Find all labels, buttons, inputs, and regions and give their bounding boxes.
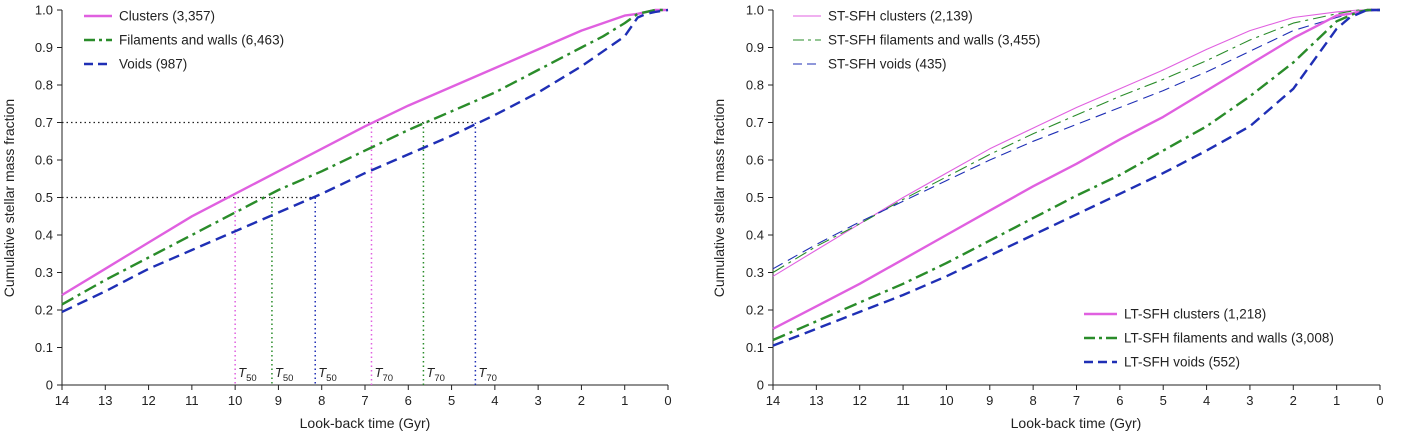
panel-left-chart: Cumulative stellar mass fraction Look-ba… — [1, 3, 672, 432]
y-tick-label: 0 — [46, 378, 53, 393]
x-tick-label: 14 — [766, 393, 780, 408]
y-tick-label: 0.8 — [746, 78, 764, 93]
y-tick-label: 0.1 — [35, 340, 53, 355]
legend-entry: Voids (987) — [119, 57, 187, 72]
y-tick-label: 1.0 — [746, 3, 764, 18]
y-tick-label: 1.0 — [35, 3, 53, 18]
x-tick-label: 11 — [896, 393, 910, 408]
y-tick-label: 0.2 — [35, 303, 53, 318]
x-tick-label: 9 — [275, 393, 282, 408]
legend-entry: Filaments and walls (6,463) — [119, 33, 284, 48]
x-tick-label: 5 — [448, 393, 455, 408]
reference-line-label: T70 — [374, 365, 393, 384]
y-tick-label: 0.3 — [746, 265, 764, 280]
y-tick-label: 0.5 — [746, 190, 764, 205]
x-tick-label: 3 — [1246, 393, 1253, 408]
x-tick-label: 13 — [98, 393, 112, 408]
x-tick-label: 1 — [621, 393, 628, 408]
x-tick-label: 10 — [939, 393, 953, 408]
legend-entry: LT-SFH voids (552) — [1124, 355, 1240, 370]
series-line-5 — [772, 8, 1380, 347]
series-line-2 — [772, 9, 1381, 270]
x-tick-label: 7 — [361, 393, 368, 408]
series-line-0 — [772, 9, 1380, 277]
x-tick-label: 8 — [318, 393, 325, 408]
y-tick-label: 0.4 — [746, 228, 764, 243]
series-line-3 — [772, 8, 1380, 330]
x-tick-label: 0 — [1376, 393, 1383, 408]
x-tick-label: 8 — [1030, 393, 1037, 408]
y-tick-label: 0.9 — [35, 40, 53, 55]
legend-entry: ST-SFH filaments and walls (3,455) — [828, 33, 1040, 48]
x-tick-label: 9 — [986, 393, 993, 408]
y-tick-label: 0.2 — [746, 303, 764, 318]
y-tick-label: 0.7 — [746, 115, 764, 130]
reference-line-label: T70 — [478, 365, 497, 384]
series-line-4 — [772, 8, 1380, 342]
reference-line-label: T50 — [318, 365, 337, 384]
y-tick-label: 0.1 — [746, 340, 764, 355]
x-tick-label: 11 — [185, 393, 199, 408]
y-tick-label: 0.8 — [35, 78, 53, 93]
x-tick-label: 13 — [809, 393, 823, 408]
series-line-1 — [61, 8, 668, 306]
legend-entry: ST-SFH voids (435) — [828, 57, 947, 72]
x-tick-label: 6 — [405, 393, 412, 408]
panel-right-chart: Cumulative stellar mass fraction Look-ba… — [711, 3, 1384, 432]
legend-entry: Clusters (3,357) — [119, 9, 215, 24]
x-tick-label: 0 — [664, 393, 671, 408]
x-tick-label: 5 — [1160, 393, 1167, 408]
x-tick-label: 12 — [852, 393, 866, 408]
y-tick-label: 0.3 — [35, 265, 53, 280]
x-axis-title: Look-back time (Gyr) — [1011, 415, 1142, 431]
y-tick-label: 0.9 — [746, 40, 764, 55]
y-tick-label: 0.6 — [35, 153, 53, 168]
series-line-1 — [772, 9, 1380, 273]
x-tick-label: 3 — [535, 393, 542, 408]
reference-line-label: T50 — [238, 365, 257, 384]
x-tick-label: 4 — [491, 393, 498, 408]
legend-entry: ST-SFH clusters (2,139) — [828, 9, 973, 24]
x-tick-label: 6 — [1116, 393, 1123, 408]
legend-entry: LT-SFH filaments and walls (3,008) — [1124, 331, 1334, 346]
series-line-0 — [61, 8, 668, 297]
x-tick-label: 7 — [1073, 393, 1080, 408]
x-tick-label: 1 — [1333, 393, 1340, 408]
reference-line-label: T50 — [275, 365, 294, 384]
y-tick-label: 0.4 — [35, 228, 53, 243]
x-tick-label: 2 — [578, 393, 585, 408]
y-tick-label: 0 — [757, 378, 764, 393]
x-tick-label: 12 — [141, 393, 155, 408]
y-axis-title: Cumulative stellar mass fraction — [711, 99, 727, 297]
series-line-2 — [61, 8, 669, 313]
x-tick-label: 2 — [1290, 393, 1297, 408]
x-axis-title: Look-back time (Gyr) — [300, 415, 431, 431]
legend-entry: LT-SFH clusters (1,218) — [1124, 307, 1266, 322]
y-tick-label: 0.7 — [35, 115, 53, 130]
reference-line-label: T70 — [426, 365, 445, 384]
y-tick-label: 0.5 — [35, 190, 53, 205]
x-tick-label: 4 — [1203, 393, 1210, 408]
x-tick-label: 10 — [228, 393, 242, 408]
y-axis-title: Cumulative stellar mass fraction — [1, 99, 17, 297]
x-tick-label: 14 — [55, 393, 69, 408]
y-tick-label: 0.6 — [746, 153, 764, 168]
